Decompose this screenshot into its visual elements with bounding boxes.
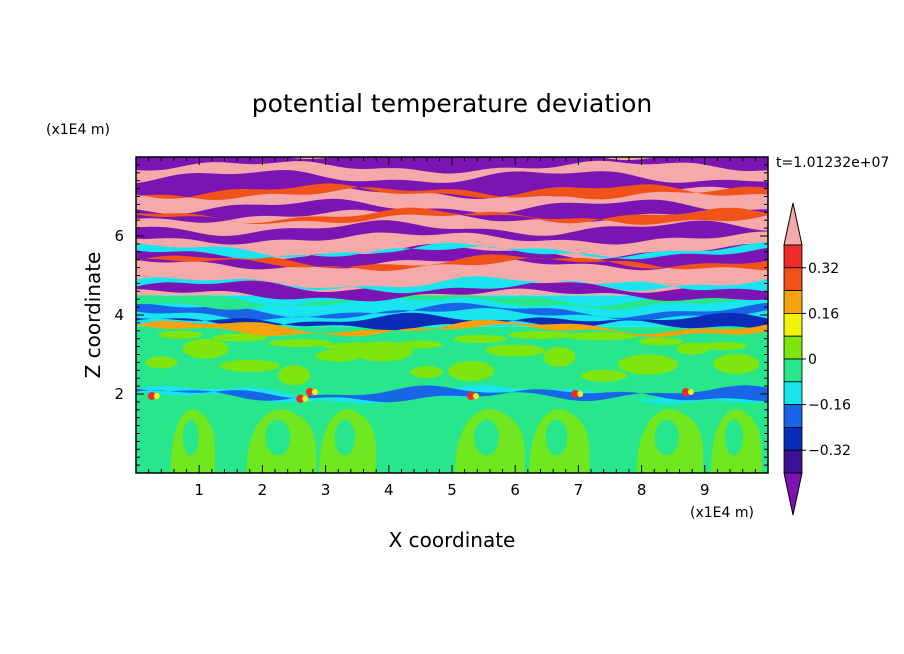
green-patch <box>315 349 362 362</box>
y-tick-label: 2 <box>114 385 124 403</box>
green-patch <box>580 369 627 382</box>
layer-purple <box>136 278 768 302</box>
yellow-spot <box>311 389 318 396</box>
red-spot <box>681 388 690 397</box>
colorbar-tick-label: 0.32 <box>808 261 839 277</box>
green-patch <box>268 339 333 348</box>
layer-orange-stripe <box>136 319 768 338</box>
green-patch <box>617 354 678 375</box>
chart-title: potential temperature deviation <box>252 89 652 118</box>
layer-red-edge <box>136 207 768 225</box>
plume-core <box>654 419 679 456</box>
layer-green-stripe <box>136 290 768 310</box>
x-tick-label: 2 <box>258 481 268 499</box>
x-tick-label: 4 <box>384 481 394 499</box>
green-patch <box>182 338 229 359</box>
colorbar-box <box>783 244 803 269</box>
axis-ticks: 1 2 3 4 5 6 7 8 9 2 4 6 <box>114 156 769 499</box>
layer-blue-z2 <box>136 385 768 403</box>
layer-purple <box>136 198 768 223</box>
plume-core <box>265 419 291 456</box>
colorbar-bottom-triangle <box>783 472 803 516</box>
layer-red-edge <box>136 183 768 200</box>
plume-core <box>334 419 356 456</box>
yellow-spot <box>687 389 694 396</box>
green-patch <box>323 342 398 351</box>
colorbar-box <box>783 358 803 383</box>
x-tick-label: 9 <box>700 481 710 499</box>
green-patch <box>693 342 748 351</box>
layer-red-edge <box>136 254 768 271</box>
colorbar-top-triangle <box>783 202 803 246</box>
x-tick-label: 7 <box>574 481 584 499</box>
yellow-spot <box>153 392 160 399</box>
layer-blue-stripe <box>136 302 768 321</box>
layer-purple <box>136 157 768 174</box>
green-patch <box>638 337 683 346</box>
colorbar-box <box>783 335 803 360</box>
x-tick-label: 3 <box>321 481 331 499</box>
colorbar-tick-label: 0 <box>808 352 817 368</box>
red-spot <box>466 391 475 400</box>
layer-cyan-edge <box>136 276 768 294</box>
colorbar-box <box>783 426 803 451</box>
x-tick-label: 1 <box>194 481 204 499</box>
contour-field <box>136 157 768 473</box>
red-spot <box>296 394 305 403</box>
yellow-spot <box>302 395 309 402</box>
green-patch <box>145 356 178 369</box>
green-patch <box>563 332 638 341</box>
colorbar-box <box>783 404 803 428</box>
plume-core <box>473 419 499 456</box>
green-patch <box>485 344 546 357</box>
green-patch <box>213 333 268 342</box>
green-patch <box>453 334 508 343</box>
green-patch <box>219 359 280 372</box>
red-spot <box>147 391 156 400</box>
y-axis-label: Z coordinate <box>81 252 105 379</box>
layer-purple <box>136 170 768 199</box>
colorbar: 0.32 0.16 0 −0.16 −0.32 <box>783 202 851 516</box>
colorbar-box <box>783 290 803 314</box>
yellow-spot <box>472 392 479 399</box>
green-patch <box>398 340 443 349</box>
green-patch <box>508 330 573 339</box>
green-patch <box>713 353 760 374</box>
layer-blue-stripe <box>136 312 768 331</box>
colorbar-box <box>783 449 803 474</box>
green-patch <box>447 360 494 381</box>
y-tick-label: 6 <box>114 227 124 245</box>
colorbar-box <box>783 312 803 337</box>
layer-cyan-edge <box>136 242 768 260</box>
green-patch <box>543 346 576 367</box>
layer-purple <box>136 220 768 245</box>
green-patch <box>278 365 310 386</box>
colorbar-tick-label: −0.16 <box>808 398 851 414</box>
x-axis-label: X coordinate <box>389 528 516 552</box>
plume-core <box>182 419 199 456</box>
x-unit-label: (x1E4 m) <box>690 505 754 521</box>
yellow-spot <box>577 391 584 397</box>
colorbar-box <box>783 267 803 291</box>
green-patch <box>158 330 203 339</box>
colorbar-tick-label: 0.16 <box>808 306 839 322</box>
plume-core <box>724 419 743 456</box>
time-label: t=1.01232e+07 <box>776 155 889 171</box>
colorbar-tick-label: −0.32 <box>808 443 851 459</box>
colorbar-box <box>783 381 803 405</box>
x-tick-label: 5 <box>447 481 457 499</box>
red-spot <box>305 388 314 397</box>
x-tick-label: 6 <box>510 481 520 499</box>
y-unit-label: (x1E4 m) <box>46 122 110 138</box>
x-tick-label: 8 <box>637 481 647 499</box>
red-spot <box>571 390 580 398</box>
green-patch <box>410 366 443 379</box>
plume-core <box>545 419 568 456</box>
y-tick-label: 4 <box>114 306 124 324</box>
